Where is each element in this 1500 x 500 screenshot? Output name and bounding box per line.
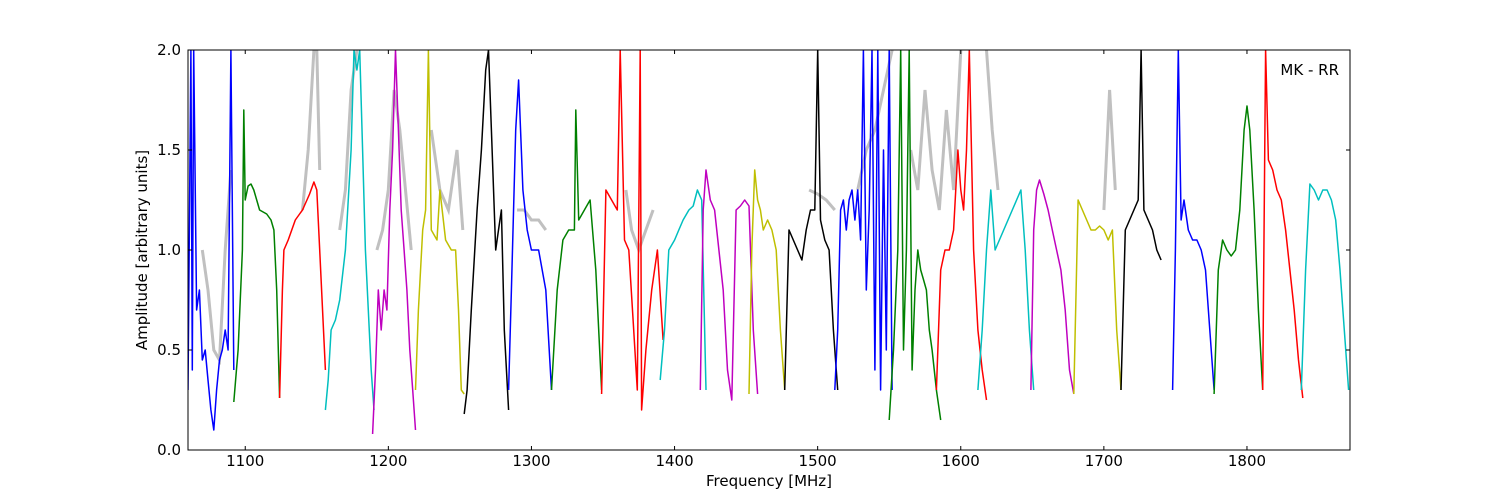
- x-tick-label-1: 1200: [369, 452, 407, 470]
- series-group: [188, 50, 1350, 435]
- x-tick-label-7: 1800: [1228, 452, 1266, 470]
- y-tick-label-4: 2.0: [157, 41, 181, 59]
- series-line-13: [783, 50, 839, 391]
- y-tick-label-0: 0.0: [157, 441, 181, 459]
- y-tick-label-3: 1.5: [157, 141, 181, 159]
- series-line-7: [507, 79, 553, 391]
- background-trace-segment-10: [985, 50, 1000, 191]
- series-line-17: [977, 189, 1035, 391]
- series-line-10: [659, 189, 707, 391]
- series-line-4: [371, 50, 417, 435]
- y-tick-label-1: 0.5: [157, 341, 181, 359]
- y-tick-label-2: 1.0: [157, 241, 181, 259]
- series-line-19: [1073, 199, 1122, 395]
- series-line-8: [550, 109, 603, 391]
- background-trace-segment-1: [301, 50, 322, 211]
- series-line-20: [1120, 50, 1162, 391]
- series-line-14: [834, 50, 893, 391]
- y-axis-label: Amplitude [arbitrary units]: [133, 150, 151, 350]
- background-trace-segment-7: [808, 188, 836, 211]
- background-trace-segment-0: [200, 169, 233, 366]
- series-line-12: [748, 169, 786, 395]
- series-line-5: [414, 50, 465, 395]
- x-tick-label-2: 1300: [512, 452, 550, 470]
- x-axis-label: Frequency [MHz]: [706, 472, 832, 490]
- series-line-24: [1300, 183, 1350, 391]
- series-line-15: [888, 50, 942, 421]
- series-line-2: [278, 181, 327, 399]
- series-line-21: [1171, 50, 1215, 391]
- y-axis-ticks: 0.0 0.5 1.0 1.5 2.0: [157, 41, 1350, 459]
- background-trace-segment-9: [909, 50, 963, 211]
- x-axis-ticks: 1100 1200 1300 1400 1500 1600 1700 1800: [226, 50, 1266, 470]
- background-trace-segment-4: [429, 129, 465, 231]
- series-line-1: [233, 109, 281, 403]
- series-line-23: [1261, 50, 1304, 399]
- series-line-6: [463, 50, 510, 415]
- x-tick-label-6: 1700: [1085, 452, 1123, 470]
- series-line-3: [324, 50, 375, 411]
- x-tick-label-4: 1500: [799, 452, 837, 470]
- background-trace-segment-11: [1102, 89, 1117, 211]
- x-tick-label-3: 1400: [655, 452, 693, 470]
- series-line-22: [1213, 105, 1264, 395]
- background-trace-segment-8: [856, 50, 894, 191]
- series-line-9: [600, 50, 664, 411]
- station-annotation: MK - RR: [1280, 61, 1339, 79]
- x-tick-label-5: 1600: [942, 452, 980, 470]
- series-line-16: [935, 50, 988, 401]
- background-trace-segment-5: [517, 208, 548, 231]
- series-line-0: [188, 50, 235, 431]
- series-line-18: [1030, 179, 1075, 395]
- series-line-11: [699, 169, 759, 401]
- x-tick-label-0: 1100: [226, 452, 264, 470]
